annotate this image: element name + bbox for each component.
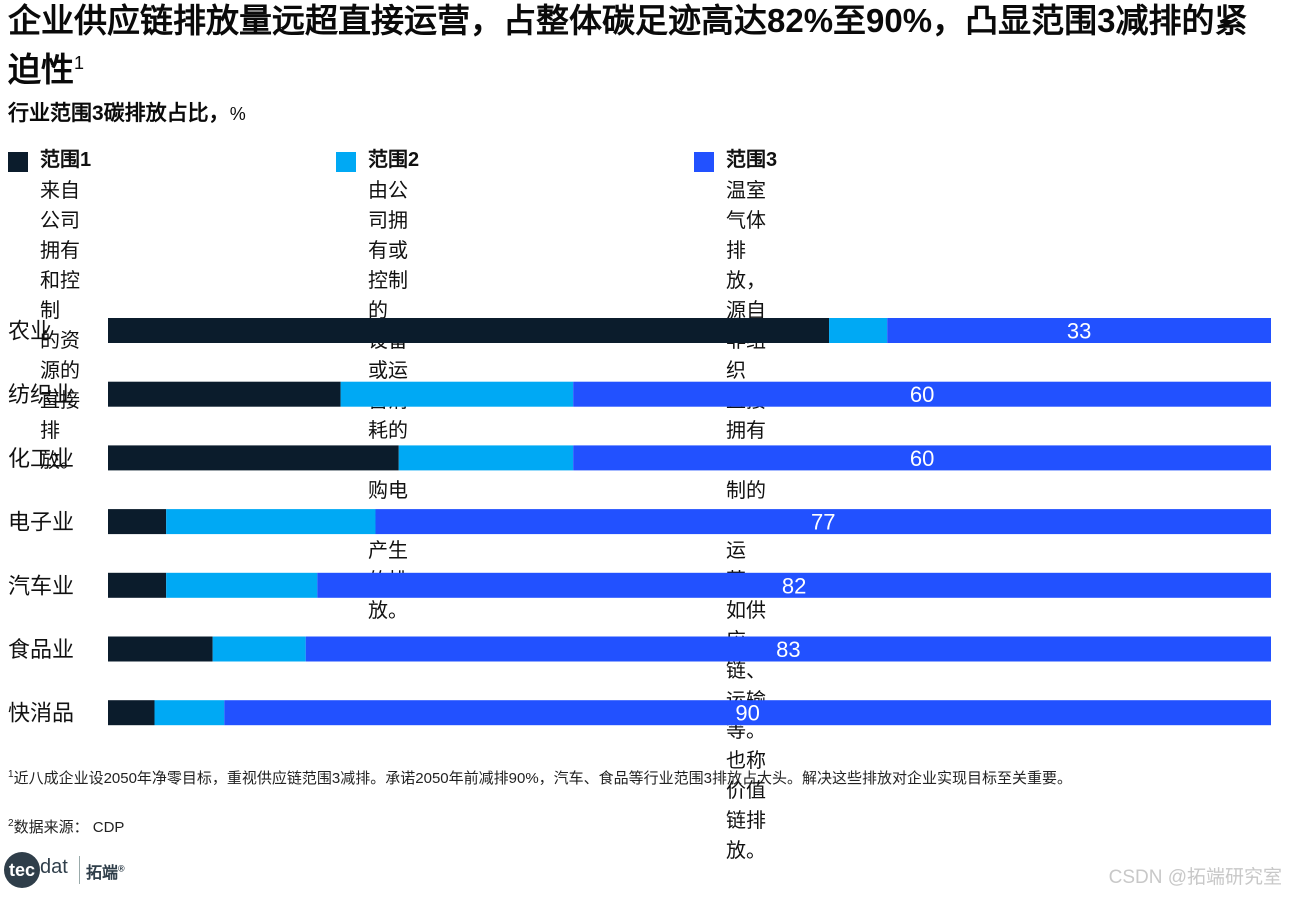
stacked-bar-chart: 农业 33 纺织业 60 化工业 60 电子业 77 汽车业 82 食品业 83 快消品 90 xyxy=(8,318,1272,726)
data-label: 77 xyxy=(811,510,835,535)
bar-segment-scope1 xyxy=(108,445,399,471)
legend-swatch-scope1 xyxy=(8,152,28,172)
logo-rest: dat xyxy=(40,856,68,878)
logo-cn: 拓端® xyxy=(86,859,125,883)
bar-segment-scope3 xyxy=(375,509,1271,535)
bar-segment-scope2 xyxy=(166,509,376,535)
bar-segment-scope1 xyxy=(108,318,830,343)
bar-segment-scope2 xyxy=(166,572,318,598)
footnote-1: 1近八成企业设2050年净零目标，重视供应链范围3减排。承诺2050年前减排90… xyxy=(8,766,1280,787)
chart-subtitle-text: 行业范围3碳排放占比， xyxy=(8,102,230,125)
bar-segment-scope2 xyxy=(829,318,888,343)
watermark: CSDN @拓端研究室 xyxy=(1108,867,1282,888)
bar-segment-scope3 xyxy=(573,445,1271,471)
chart-subtitle: 行业范围3碳排放占比，% xyxy=(8,100,246,128)
bar-segment-scope2 xyxy=(212,636,306,662)
category-label: 化工业 xyxy=(8,446,74,471)
bar-segment-scope1 xyxy=(108,572,167,598)
data-label: 60 xyxy=(910,382,934,407)
chart-title: 企业供应链排放量远超直接运营，占整体碳足迹高达82%至90%，凸显范围3减排的紧… xyxy=(8,0,1278,91)
data-label: 83 xyxy=(776,637,800,662)
footnote-2: 2数据来源： CDP xyxy=(8,815,124,836)
footnote-2-text: 数据来源： CDP xyxy=(13,819,125,836)
chart-subtitle-unit: % xyxy=(229,104,246,124)
category-label: 快消品 xyxy=(8,701,74,726)
logo-separator xyxy=(79,856,80,884)
bar-segment-scope3 xyxy=(887,318,1271,343)
data-label: 33 xyxy=(1067,319,1091,344)
bar-segment-scope3 xyxy=(317,572,1272,598)
legend-name-scope1: 范围1 xyxy=(40,149,92,171)
bar-segment-scope1 xyxy=(108,509,167,535)
logo-cn-text: 拓端 xyxy=(86,865,119,882)
bar-segment-scope1 xyxy=(108,381,341,407)
bar-segment-scope3 xyxy=(305,636,1272,662)
bar-segment-scope2 xyxy=(340,381,574,407)
data-label: 60 xyxy=(910,446,934,471)
legend-name-scope2: 范围2 xyxy=(368,149,420,171)
category-label: 农业 xyxy=(8,319,52,344)
bar-segment-scope2 xyxy=(398,445,574,471)
legend-name-scope3: 范围3 xyxy=(726,149,778,171)
legend-desc-scope1: 来自公司拥有和控制 的资源的直接排放。 xyxy=(40,180,80,472)
title-footnote-mark: 1 xyxy=(74,53,85,73)
logo-circle: tec xyxy=(4,852,40,888)
data-label: 82 xyxy=(782,573,806,598)
category-label: 食品业 xyxy=(8,637,74,662)
category-label: 纺织业 xyxy=(8,382,74,407)
legend-swatch-scope2 xyxy=(336,152,356,172)
footnote-1-mark: 1 xyxy=(8,769,14,780)
bar-segment-scope3 xyxy=(573,381,1271,407)
legend-swatch-scope3 xyxy=(694,152,714,172)
bar-segment-scope1 xyxy=(108,700,155,726)
category-label: 汽车业 xyxy=(8,573,74,598)
footnote-2-mark: 2 xyxy=(8,818,14,829)
bar-segment-scope3 xyxy=(224,700,1271,726)
footnote-1-text: 近八成企业设2050年净零目标，重视供应链范围3减排。承诺2050年前减排90%… xyxy=(13,770,1073,787)
bar-segment-scope1 xyxy=(108,636,213,662)
logo-mark: ® xyxy=(118,863,125,874)
bar-segment-scope2 xyxy=(154,700,225,726)
category-label: 电子业 xyxy=(8,510,74,535)
data-label: 90 xyxy=(735,701,759,726)
chart-title-text: 企业供应链排放量远超直接运营，占整体碳足迹高达82%至90%，凸显范围3减排的紧… xyxy=(8,2,1248,88)
